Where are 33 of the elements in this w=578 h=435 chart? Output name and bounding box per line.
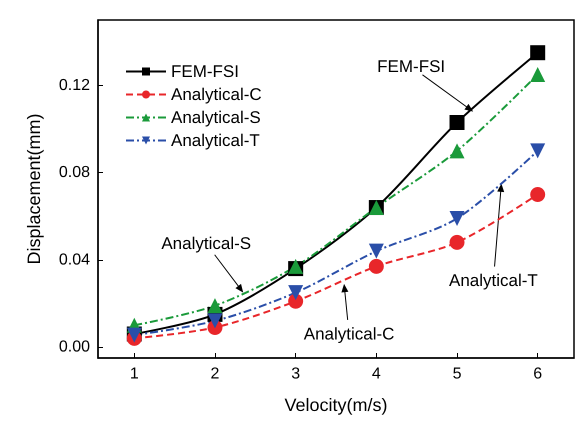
point [450,210,465,226]
point [530,67,546,82]
point [530,186,546,202]
y-tick-label: 0.08 [58,164,90,182]
x-tick-label: 2 [210,366,220,382]
x-tick-label: 3 [291,366,300,382]
y-tick-label: 0.00 [58,338,90,356]
annotation: Analytical-S [161,234,252,254]
x-tick-label: 4 [372,366,381,382]
point [530,143,546,158]
point [288,285,304,300]
annotation: Analytical-C [304,324,394,344]
point [450,143,465,158]
point [368,258,384,274]
y-tick-label: 0.04 [58,251,90,268]
legend-label: FEM-FSI [171,62,239,81]
legend-label: Analytical-T [171,131,260,150]
x-tick-label: 1 [130,366,139,382]
annotation: FEM-FSI [377,57,446,76]
point [207,298,222,314]
point [450,234,465,250]
x-axis-title: Velocity(m/s) [284,395,388,415]
y-tick-label: 0.12 [58,76,90,94]
point [450,114,465,130]
legend-label: Analytical-C [171,85,262,104]
annotation: Analytical-T [448,271,538,290]
y-axis-title: Displacement(mm) [24,113,44,265]
point [207,313,222,328]
point [530,45,546,60]
legend-label: Analytical-S [171,108,261,127]
point [368,244,384,259]
x-tick-label: 6 [533,366,542,382]
x-tick-label: 5 [452,366,462,382]
